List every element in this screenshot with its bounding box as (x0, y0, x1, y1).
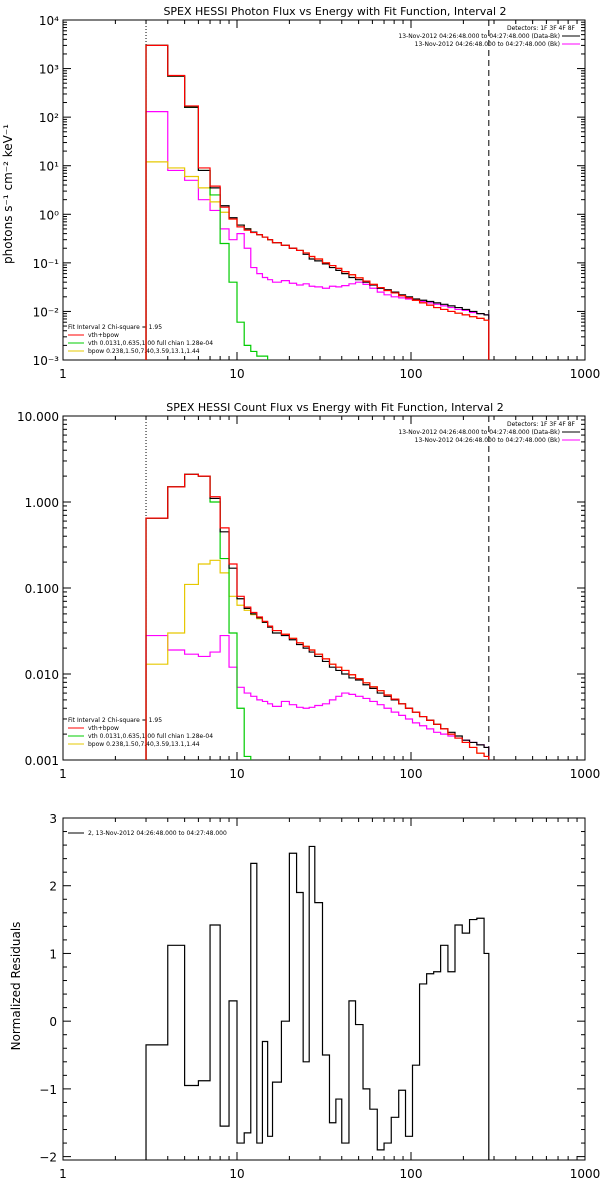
plot-frame (62, 415, 586, 761)
photon-legend-fit: Fit Interval 2 Chi-square = 1.95 (68, 324, 162, 331)
photon-legend-left: Fit Interval 2 Chi-square = 1.95 vth+bpo… (68, 324, 213, 355)
y-tick-label: 10² (39, 111, 59, 125)
y-tick-label: 10⁰ (39, 208, 59, 222)
residuals-y-label: Normalized Residuals (9, 922, 23, 1051)
photon-legend-vth: vth 0.0131,0.635,1.00 full chian 1.28e-0… (88, 340, 213, 347)
x-tick-label: 100 (400, 767, 423, 781)
x-tick-label: 10 (229, 767, 244, 781)
y-tick-label: 10⁻² (33, 305, 60, 319)
count-legend-vth: vth 0.0131,0.635,1.00 full chian 1.28e-0… (88, 733, 213, 740)
y-tick-label: 1.000 (25, 496, 59, 510)
count-legend-left: Fit Interval 2 Chi-square = 1.95 vth+bpo… (68, 717, 213, 748)
count-legend-right: Detectors: 1F 3F 4F 8F 13-Nov-2012 04:26… (398, 421, 575, 444)
y-tick-label: 0.010 (25, 668, 59, 682)
photon-legend-bk: 13-Nov-2012 04:26:48.000 to 04:27:48.000… (415, 41, 560, 48)
y-tick-label: 0.100 (25, 582, 59, 596)
residuals-panel: Normalized Residuals 2, 13-Nov-2012 04:2… (9, 812, 600, 1181)
count-flux-panel: SPEX HESSI Count Flux vs Energy with Fit… (17, 401, 600, 781)
series-data-line (145, 473, 490, 760)
y-tick-label: −1 (39, 1083, 57, 1097)
plot-frame (62, 19, 586, 361)
count-legend-bpow: bpow 0.238,1.50,7.40,3.59,13.1,1.44 (88, 741, 200, 748)
count-legend-total: vth+bpow (88, 725, 119, 732)
photon-flux-title: SPEX HESSI Photon Flux vs Energy with Fi… (163, 5, 506, 18)
count-legend-bk: 13-Nov-2012 04:26:48.000 to 04:27:48.000… (415, 437, 560, 444)
y-tick-label: 10⁴ (39, 14, 59, 28)
x-tick-label: 1000 (570, 1167, 600, 1181)
photon-flux-y-label: photons s⁻¹ cm⁻² keV⁻¹ (1, 124, 15, 264)
y-tick-label: 1 (49, 947, 57, 961)
x-tick-label: 100 (400, 367, 423, 381)
series-bk-line (145, 111, 490, 360)
x-tick-label: 1 (59, 367, 67, 381)
photon-legend-bpow: bpow 0.238,1.50,7.40,3.59,13.1,1.44 (88, 348, 200, 355)
series-bpow-line (145, 559, 490, 760)
count-flux-title: SPEX HESSI Count Flux vs Energy with Fit… (166, 401, 503, 414)
y-tick-label: 10³ (39, 63, 59, 77)
y-tick-label: 0 (49, 1015, 57, 1029)
photon-legend-total: vth+bpow (88, 332, 119, 339)
series-vth-line (145, 44, 269, 360)
y-tick-label: 10¹ (39, 160, 59, 174)
photon-legend-right: Detectors: 1F 3F 4F 8F 13-Nov-2012 04:26… (398, 25, 575, 48)
photon-legend-detectors: Detectors: 1F 3F 4F 8F (507, 25, 576, 32)
y-tick-label: 10⁻³ (33, 354, 60, 368)
count-legend-fit: Fit Interval 2 Chi-square = 1.95 (68, 717, 162, 724)
plot-frame (62, 817, 586, 1161)
y-tick-label: 10⁻¹ (33, 257, 60, 271)
y-tick-label: 10.000 (17, 410, 59, 424)
x-tick-label: 1 (59, 1167, 67, 1181)
series-data-line (145, 44, 490, 360)
x-tick-label: 1 (59, 767, 67, 781)
x-tick-label: 1000 (570, 767, 600, 781)
count-legend-data-bk: 13-Nov-2012 04:26:48.000 to 04:27:48.000… (398, 429, 560, 436)
residuals-legend: 2, 13-Nov-2012 04:26:48.000 to 04:27:48.… (88, 830, 227, 837)
y-tick-label: 2 (49, 880, 57, 894)
x-tick-label: 1000 (570, 367, 600, 381)
photon-legend-data-bk: 13-Nov-2012 04:26:48.000 to 04:27:48.000… (398, 33, 560, 40)
x-tick-label: 10 (229, 1167, 244, 1181)
photon-flux-panel: SPEX HESSI Photon Flux vs Energy with Fi… (1, 5, 600, 381)
x-tick-label: 100 (400, 1167, 423, 1181)
series-total-line (145, 44, 490, 360)
y-tick-label: 3 (49, 812, 57, 826)
series-data-line (145, 845, 490, 1160)
y-tick-label: −2 (39, 1151, 57, 1165)
y-tick-label: 0.001 (25, 754, 59, 768)
count-legend-detectors: Detectors: 1F 3F 4F 8F (507, 421, 576, 428)
x-tick-label: 10 (229, 367, 244, 381)
series-total-line (145, 473, 490, 760)
